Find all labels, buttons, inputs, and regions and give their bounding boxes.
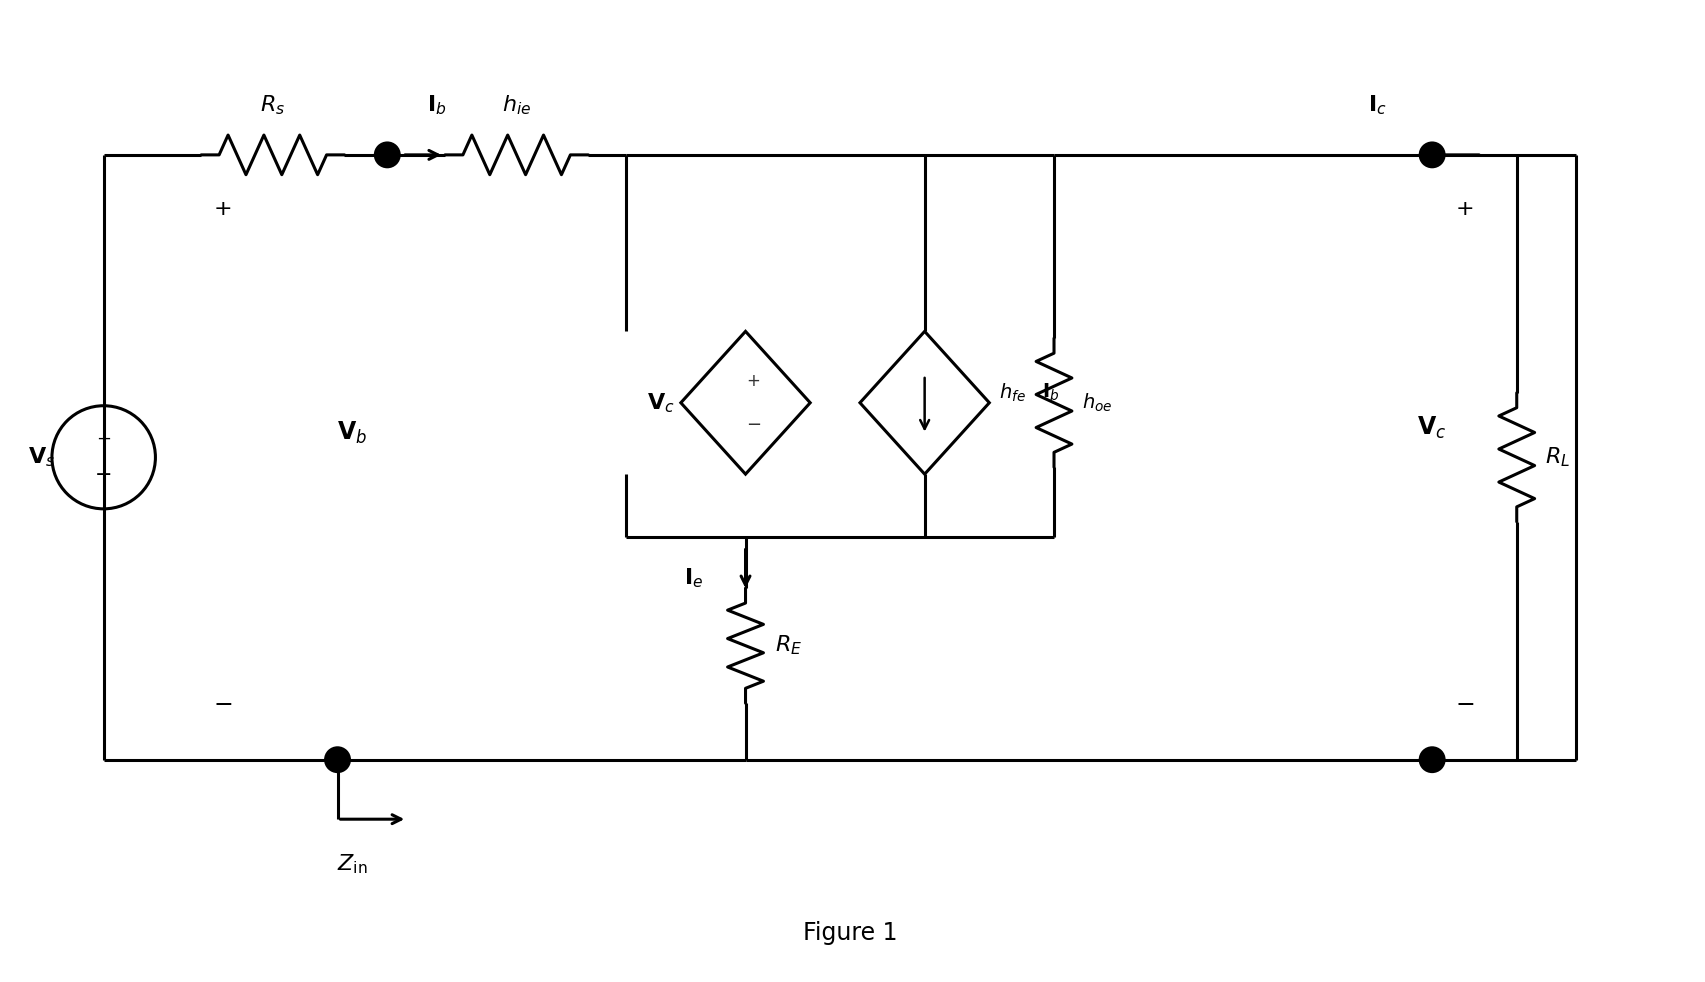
Circle shape (326, 748, 350, 772)
Text: −: − (95, 465, 113, 485)
Text: $R_L$: $R_L$ (1545, 446, 1570, 469)
Text: $h_{oe}$: $h_{oe}$ (1083, 392, 1112, 413)
Text: $R_s$: $R_s$ (261, 93, 285, 117)
Circle shape (375, 143, 399, 167)
Text: $\mathbf{V}_b$: $\mathbf{V}_b$ (338, 419, 368, 446)
Circle shape (1420, 748, 1444, 772)
Text: +: + (747, 372, 760, 390)
Text: −: − (745, 415, 760, 434)
Text: $\mathbf{I}_e$: $\mathbf{I}_e$ (684, 567, 704, 590)
Text: $\mathbf{I}_b$: $\mathbf{I}_b$ (428, 93, 447, 117)
Text: −: − (213, 693, 234, 717)
Text: $\mathbf{I}_c$: $\mathbf{I}_c$ (1367, 93, 1386, 117)
Text: +: + (1456, 199, 1475, 219)
Text: $\mathbf{V}_c$: $\mathbf{V}_c$ (648, 391, 675, 414)
Text: $R_E$: $R_E$ (776, 633, 803, 658)
Circle shape (1420, 143, 1444, 167)
Text: Figure 1: Figure 1 (803, 921, 897, 946)
Text: $\mathbf{I}_b$: $\mathbf{I}_b$ (1042, 382, 1059, 404)
Text: +: + (95, 430, 111, 449)
Text: $h_{fe}$: $h_{fe}$ (999, 382, 1026, 404)
Text: $h_{ie}$: $h_{ie}$ (501, 93, 532, 117)
Text: +: + (213, 199, 232, 219)
Text: $Z_\mathrm{in}$: $Z_\mathrm{in}$ (338, 852, 368, 876)
Text: $\mathbf{V}_s$: $\mathbf{V}_s$ (29, 446, 56, 469)
Text: $\mathbf{V}_c$: $\mathbf{V}_c$ (1417, 414, 1448, 441)
Text: −: − (1454, 693, 1475, 717)
